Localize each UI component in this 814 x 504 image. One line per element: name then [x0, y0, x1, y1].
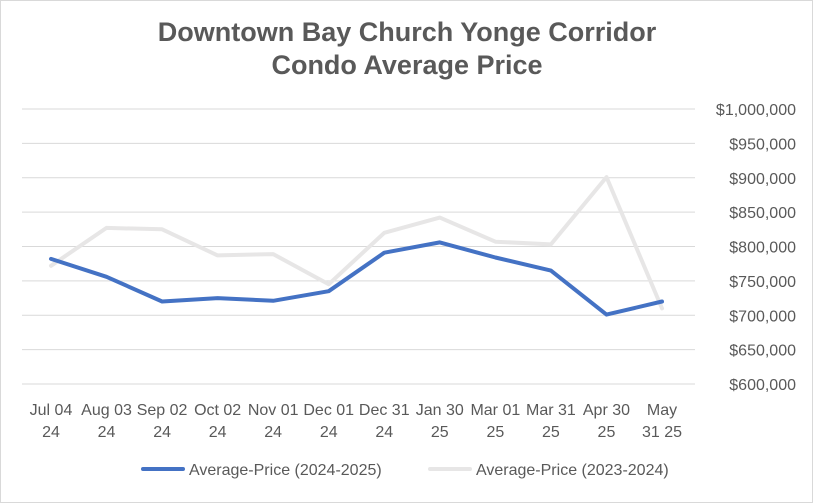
x-tick-label: Sep 02 24: [137, 402, 188, 441]
y-tick-label: $650,000: [729, 343, 796, 360]
y-tick-label: $800,000: [729, 240, 796, 257]
y-tick-label: $600,000: [729, 377, 796, 394]
x-tick-label: Aug 03 24: [81, 402, 132, 441]
y-tick-label: $850,000: [729, 205, 796, 222]
x-tick-label: Jul 04 24: [30, 402, 73, 441]
chart-title-line-1: Downtown Bay Church Yonge Corridor: [157, 17, 657, 47]
legend-label-1: Average-Price (2024-2025): [189, 462, 382, 479]
x-tick-label: Oct 02 24: [194, 402, 241, 441]
y-axis-tick-labels: $600,000 $650,000 $700,000 $750,000 $800,000…: [716, 102, 796, 394]
x-tick-label: Nov 01 24: [248, 402, 299, 441]
series-line-1: [49, 240, 664, 317]
x-tick-label: Apr 30 25: [583, 402, 630, 441]
x-tick-label: Dec 31 24: [359, 402, 410, 441]
y-tick-label: $900,000: [729, 171, 796, 188]
chart-title: Downtown Bay Church Yonge Corridor Condo…: [0, 16, 814, 82]
y-tick-label: $700,000: [729, 308, 796, 325]
legend: Average-Price (2024-2025) Average-Price (…: [141, 462, 669, 479]
x-tick-label: Mar 01 25: [470, 402, 520, 441]
x-tick-label: Jan 30 25: [416, 402, 464, 441]
legend-label-2: Average-Price (2023-2024): [476, 462, 669, 479]
x-tick-label: May 31 25: [642, 402, 682, 441]
y-tick-label: $950,000: [729, 136, 796, 153]
series-lines: [49, 175, 664, 317]
chart-title-line-2: Condo Average Price: [271, 50, 543, 80]
x-tick-label: Mar 31 25: [526, 402, 576, 441]
y-tick-label: $750,000: [729, 274, 796, 291]
y-tick-label: $1,000,000: [716, 102, 796, 119]
series-line-2: [49, 175, 664, 311]
gridlines: [22, 108, 695, 385]
x-tick-label: Dec 01 24: [303, 402, 354, 441]
